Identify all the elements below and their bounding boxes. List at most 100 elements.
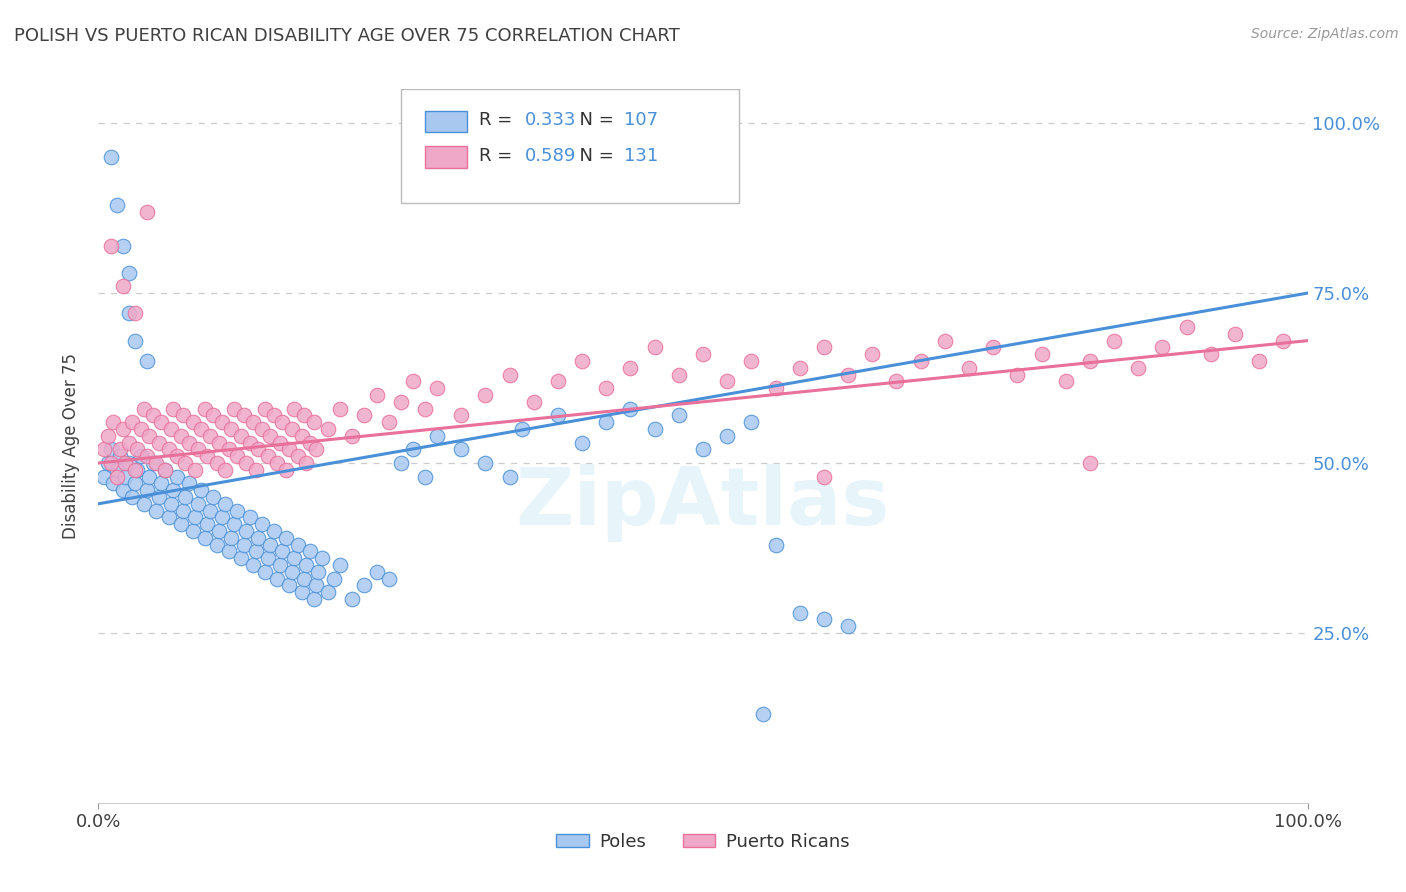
Point: [957, 360, 980, 375]
Point: [124, 476, 146, 491]
Point: [250, 517, 273, 532]
Point: [283, 401, 305, 416]
Point: [111, 279, 134, 293]
Point: [157, 442, 180, 457]
Point: [187, 442, 209, 457]
Point: [1272, 334, 1295, 348]
Legend: Poles, Puerto Ricans: Poles, Puerto Ricans: [550, 826, 856, 858]
Point: [105, 469, 128, 483]
Point: [287, 449, 309, 463]
Point: [740, 415, 762, 429]
Point: [1078, 354, 1101, 368]
Point: [101, 476, 124, 491]
Point: [195, 517, 218, 532]
Point: [498, 469, 520, 483]
Point: [547, 409, 569, 423]
Point: [232, 409, 254, 423]
Point: [121, 415, 143, 429]
Point: [135, 483, 157, 498]
Point: [148, 435, 170, 450]
Point: [108, 449, 131, 463]
Point: [127, 463, 149, 477]
Text: 0.589: 0.589: [526, 146, 576, 164]
Point: [595, 381, 617, 395]
Point: [281, 565, 304, 579]
Point: [222, 401, 245, 416]
Point: [138, 469, 160, 483]
Point: [716, 375, 738, 389]
Point: [716, 429, 738, 443]
Point: [789, 606, 811, 620]
Point: [214, 463, 236, 477]
Point: [789, 360, 811, 375]
Point: [813, 469, 835, 483]
Point: [295, 558, 318, 572]
Point: [274, 463, 297, 477]
Point: [118, 435, 141, 450]
Point: [498, 368, 520, 382]
Point: [1078, 456, 1101, 470]
Point: [211, 415, 233, 429]
Point: [142, 456, 165, 470]
Point: [290, 429, 312, 443]
Point: [692, 442, 714, 457]
Text: ZipAtlas: ZipAtlas: [516, 464, 890, 542]
Point: [232, 537, 254, 551]
Point: [202, 409, 225, 423]
Point: [571, 354, 593, 368]
Point: [211, 510, 233, 524]
Point: [1054, 375, 1077, 389]
Point: [118, 306, 141, 320]
Point: [181, 415, 204, 429]
Point: [308, 565, 330, 579]
Point: [644, 341, 666, 355]
Point: [295, 456, 318, 470]
Point: [353, 409, 375, 423]
Point: [740, 354, 762, 368]
Text: POLISH VS PUERTO RICAN DISABILITY AGE OVER 75 CORRELATION CHART: POLISH VS PUERTO RICAN DISABILITY AGE OV…: [14, 27, 681, 45]
Point: [413, 469, 436, 483]
Point: [353, 578, 375, 592]
Point: [198, 429, 221, 443]
Point: [135, 449, 157, 463]
Point: [205, 456, 228, 470]
Point: [305, 442, 328, 457]
Point: [290, 585, 312, 599]
FancyBboxPatch shape: [425, 146, 467, 168]
Point: [292, 572, 315, 586]
Point: [100, 456, 122, 470]
Point: [124, 306, 146, 320]
Point: [239, 510, 262, 524]
Point: [259, 429, 281, 443]
Point: [886, 375, 908, 389]
Point: [1175, 320, 1198, 334]
Point: [765, 537, 787, 551]
Point: [274, 531, 297, 545]
Point: [302, 591, 325, 606]
Point: [160, 422, 183, 436]
Point: [377, 572, 399, 586]
Point: [323, 572, 346, 586]
Point: [222, 517, 245, 532]
Point: [101, 415, 124, 429]
Point: [172, 503, 194, 517]
Point: [150, 476, 173, 491]
Point: [981, 341, 1004, 355]
Point: [269, 558, 291, 572]
Point: [111, 422, 134, 436]
Point: [1007, 368, 1029, 382]
Point: [402, 375, 425, 389]
Point: [97, 456, 120, 470]
Point: [860, 347, 883, 361]
Point: [389, 456, 412, 470]
Point: [208, 435, 231, 450]
Point: [263, 409, 285, 423]
Point: [510, 422, 533, 436]
Point: [644, 422, 666, 436]
Y-axis label: Disability Age Over 75: Disability Age Over 75: [62, 353, 80, 539]
Point: [668, 409, 690, 423]
Point: [1102, 334, 1125, 348]
Point: [271, 415, 294, 429]
Point: [218, 544, 240, 558]
Point: [229, 551, 252, 566]
